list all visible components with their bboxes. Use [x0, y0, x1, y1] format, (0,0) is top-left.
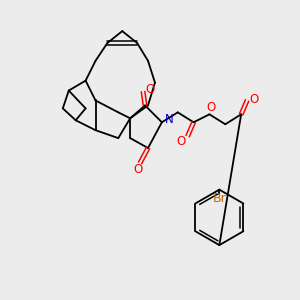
- Text: O: O: [176, 135, 185, 148]
- Text: O: O: [207, 101, 216, 114]
- Text: O: O: [146, 83, 154, 96]
- Text: O: O: [249, 93, 259, 106]
- Text: Br: Br: [212, 192, 226, 205]
- Text: N: N: [164, 113, 173, 126]
- Text: O: O: [134, 163, 143, 176]
